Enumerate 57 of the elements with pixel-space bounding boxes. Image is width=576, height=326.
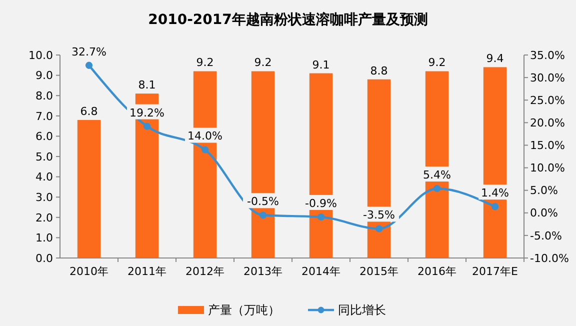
y2-tick-label: 0.0% <box>530 206 558 220</box>
chart-title: 2010-2017年越南粉状速溶咖啡产量及预测 <box>148 11 428 28</box>
data-label: 9.2 <box>428 56 446 70</box>
data-label: 14.0% <box>188 130 222 143</box>
legend-label: 产量（万吨） <box>208 303 280 318</box>
y2-tick-label: 30.0% <box>530 71 565 84</box>
data-label: 19.2% <box>130 106 164 120</box>
y2-tick-label: -5.0% <box>530 229 562 242</box>
y-tick-label: 0.0 <box>36 252 53 265</box>
data-label: 1.4% <box>481 186 509 200</box>
point <box>491 203 499 210</box>
legend-label: 同比增长 <box>338 303 386 318</box>
y2-tick-label: 35.0% <box>530 48 565 62</box>
data-label: 9.2 <box>196 56 214 70</box>
data-label: 8.1 <box>138 78 156 92</box>
x-tick-label: 2017年E <box>472 265 518 278</box>
x-tick-label: 2012年 <box>186 265 224 278</box>
y2-tick-label: 25.0% <box>530 94 565 107</box>
x-tick-label: 2015年 <box>360 265 398 278</box>
x-tick-label: 2013年 <box>244 265 282 278</box>
data-label: 32.7% <box>72 45 106 58</box>
y2-tick-label: 10.0% <box>530 162 565 175</box>
point <box>201 146 209 154</box>
x-tick-label: 2014年 <box>302 265 340 278</box>
y2-tick-label: 20.0% <box>530 116 565 130</box>
y-tick-label: 3.0 <box>36 190 53 204</box>
y2-tick-label: 5.0% <box>530 184 558 198</box>
y-tick-label: 1.0 <box>36 232 53 245</box>
point <box>259 212 267 219</box>
data-label: -0.5% <box>247 195 279 208</box>
point <box>85 62 93 69</box>
data-label: -0.9% <box>305 196 337 210</box>
point <box>143 122 151 130</box>
y-tick-label: 7.0 <box>36 110 53 123</box>
point <box>375 225 383 232</box>
point <box>317 213 325 221</box>
y2-tick-label: 15.0% <box>530 139 565 152</box>
y-tick-label: 4.0 <box>36 170 53 184</box>
data-label: 9.2 <box>254 56 272 70</box>
y-tick-label: 5.0 <box>36 150 53 164</box>
y-tick-label: 8.0 <box>36 89 53 102</box>
y-tick-label: 2.0 <box>36 211 53 224</box>
x-tick-label: 2016年 <box>418 265 456 278</box>
x-tick-label: 2011年 <box>128 265 166 278</box>
data-label: 6.8 <box>80 104 98 118</box>
x-tick-label: 2010年 <box>70 265 108 278</box>
point <box>433 184 441 192</box>
y2-tick-label: -10.0% <box>530 252 569 265</box>
data-label: 5.4% <box>423 168 451 182</box>
data-label: -3.5% <box>363 208 395 222</box>
y-tick-label: 10.0 <box>28 48 53 62</box>
data-label: 9.1 <box>312 58 330 72</box>
y-tick-label: 6.0 <box>36 130 53 144</box>
y-tick-label: 9.0 <box>36 69 53 82</box>
bar <box>77 120 101 258</box>
data-label: 9.4 <box>486 52 504 66</box>
data-label: 8.8 <box>370 64 388 78</box>
